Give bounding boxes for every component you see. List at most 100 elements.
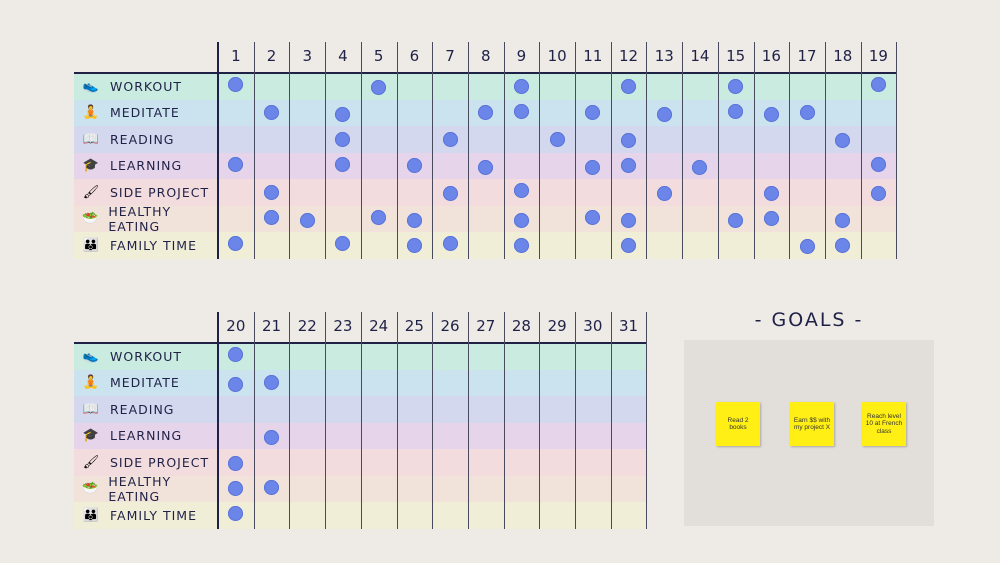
day-cell-20[interactable] bbox=[218, 502, 254, 529]
check-dot[interactable] bbox=[763, 106, 779, 122]
day-cell-10[interactable] bbox=[539, 73, 575, 100]
day-cell-30[interactable] bbox=[575, 502, 611, 529]
check-dot[interactable] bbox=[870, 77, 886, 93]
check-dot[interactable] bbox=[335, 106, 351, 122]
day-cell-1[interactable] bbox=[218, 73, 254, 100]
check-dot[interactable] bbox=[513, 212, 529, 228]
check-dot[interactable] bbox=[228, 236, 244, 252]
check-dot[interactable] bbox=[763, 186, 779, 202]
day-cell-11[interactable] bbox=[575, 100, 611, 127]
day-cell-17[interactable] bbox=[789, 126, 825, 153]
check-dot[interactable] bbox=[478, 105, 494, 121]
day-cell-27[interactable] bbox=[468, 502, 504, 529]
day-cell-4[interactable] bbox=[325, 232, 361, 259]
day-cell-2[interactable] bbox=[254, 206, 290, 233]
day-cell-3[interactable] bbox=[289, 206, 325, 233]
day-cell-5[interactable] bbox=[361, 179, 397, 206]
day-cell-3[interactable] bbox=[289, 100, 325, 127]
check-dot[interactable] bbox=[585, 209, 601, 225]
day-cell-25[interactable] bbox=[397, 423, 433, 450]
check-dot[interactable] bbox=[835, 212, 851, 228]
day-cell-29[interactable] bbox=[539, 502, 575, 529]
day-cell-26[interactable] bbox=[432, 502, 468, 529]
day-cell-21[interactable] bbox=[254, 476, 290, 503]
day-cell-16[interactable] bbox=[754, 206, 790, 233]
day-cell-5[interactable] bbox=[361, 206, 397, 233]
check-dot[interactable] bbox=[264, 429, 280, 445]
day-cell-14[interactable] bbox=[682, 73, 718, 100]
check-dot[interactable] bbox=[406, 158, 422, 174]
day-cell-20[interactable] bbox=[218, 396, 254, 423]
day-cell-31[interactable] bbox=[611, 449, 647, 476]
check-dot[interactable] bbox=[585, 105, 601, 121]
day-cell-27[interactable] bbox=[468, 370, 504, 397]
day-cell-17[interactable] bbox=[789, 206, 825, 233]
day-cell-26[interactable] bbox=[432, 343, 468, 370]
day-cell-8[interactable] bbox=[468, 206, 504, 233]
day-cell-2[interactable] bbox=[254, 153, 290, 180]
day-cell-29[interactable] bbox=[539, 423, 575, 450]
sticky-note-goal-1[interactable]: Read 2 books bbox=[716, 402, 760, 446]
day-cell-25[interactable] bbox=[397, 396, 433, 423]
day-cell-6[interactable] bbox=[397, 232, 433, 259]
day-cell-7[interactable] bbox=[432, 73, 468, 100]
day-cell-1[interactable] bbox=[218, 206, 254, 233]
day-cell-25[interactable] bbox=[397, 449, 433, 476]
check-dot[interactable] bbox=[228, 156, 244, 172]
day-cell-5[interactable] bbox=[361, 100, 397, 127]
day-cell-7[interactable] bbox=[432, 206, 468, 233]
check-dot[interactable] bbox=[799, 105, 815, 121]
day-cell-9[interactable] bbox=[504, 126, 540, 153]
check-dot[interactable] bbox=[228, 347, 244, 363]
day-cell-4[interactable] bbox=[325, 73, 361, 100]
day-cell-4[interactable] bbox=[325, 153, 361, 180]
day-cell-15[interactable] bbox=[718, 232, 754, 259]
day-cell-13[interactable] bbox=[646, 232, 682, 259]
day-cell-2[interactable] bbox=[254, 100, 290, 127]
day-cell-9[interactable] bbox=[504, 153, 540, 180]
day-cell-16[interactable] bbox=[754, 179, 790, 206]
check-dot[interactable] bbox=[264, 105, 280, 121]
day-cell-22[interactable] bbox=[289, 476, 325, 503]
day-cell-25[interactable] bbox=[397, 370, 433, 397]
day-cell-14[interactable] bbox=[682, 100, 718, 127]
day-cell-14[interactable] bbox=[682, 206, 718, 233]
check-dot[interactable] bbox=[228, 77, 244, 93]
day-cell-27[interactable] bbox=[468, 449, 504, 476]
day-cell-8[interactable] bbox=[468, 232, 504, 259]
day-cell-17[interactable] bbox=[789, 100, 825, 127]
day-cell-11[interactable] bbox=[575, 126, 611, 153]
day-cell-9[interactable] bbox=[504, 232, 540, 259]
day-cell-4[interactable] bbox=[325, 206, 361, 233]
day-cell-7[interactable] bbox=[432, 153, 468, 180]
day-cell-28[interactable] bbox=[504, 476, 540, 503]
sticky-note-goal-3[interactable]: Reach level 10 at French class bbox=[862, 402, 906, 446]
day-cell-3[interactable] bbox=[289, 179, 325, 206]
check-dot[interactable] bbox=[835, 133, 851, 149]
day-cell-10[interactable] bbox=[539, 206, 575, 233]
day-cell-11[interactable] bbox=[575, 73, 611, 100]
day-cell-17[interactable] bbox=[789, 73, 825, 100]
day-cell-24[interactable] bbox=[361, 396, 397, 423]
check-dot[interactable] bbox=[264, 375, 280, 391]
day-cell-10[interactable] bbox=[539, 126, 575, 153]
day-cell-11[interactable] bbox=[575, 232, 611, 259]
day-cell-30[interactable] bbox=[575, 423, 611, 450]
day-cell-20[interactable] bbox=[218, 449, 254, 476]
day-cell-11[interactable] bbox=[575, 206, 611, 233]
day-cell-12[interactable] bbox=[611, 100, 647, 127]
day-cell-24[interactable] bbox=[361, 449, 397, 476]
day-cell-13[interactable] bbox=[646, 100, 682, 127]
day-cell-13[interactable] bbox=[646, 73, 682, 100]
day-cell-19[interactable] bbox=[861, 126, 897, 153]
check-dot[interactable] bbox=[799, 239, 815, 255]
day-cell-3[interactable] bbox=[289, 153, 325, 180]
day-cell-23[interactable] bbox=[325, 449, 361, 476]
day-cell-18[interactable] bbox=[825, 100, 861, 127]
day-cell-6[interactable] bbox=[397, 73, 433, 100]
day-cell-15[interactable] bbox=[718, 179, 754, 206]
day-cell-21[interactable] bbox=[254, 449, 290, 476]
day-cell-4[interactable] bbox=[325, 179, 361, 206]
day-cell-24[interactable] bbox=[361, 476, 397, 503]
check-dot[interactable] bbox=[870, 186, 886, 202]
